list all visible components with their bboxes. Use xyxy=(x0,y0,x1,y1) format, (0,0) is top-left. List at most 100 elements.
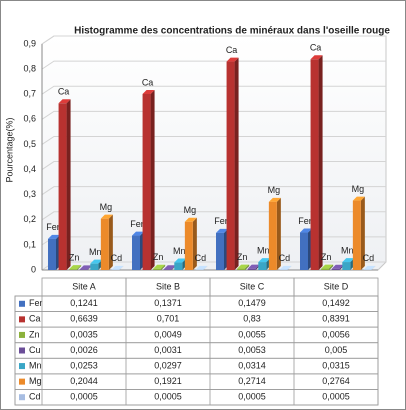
data-label: Mg xyxy=(184,205,197,215)
bar xyxy=(331,268,340,270)
legend-label: Mg xyxy=(29,376,42,386)
legend-key xyxy=(19,363,25,370)
table-value: 0,0315 xyxy=(322,360,350,370)
y-tick-label: 0,8 xyxy=(23,63,36,73)
bar-side xyxy=(66,99,71,271)
data-label: Cd xyxy=(111,253,123,263)
bar-top xyxy=(331,264,344,269)
data-label: Zn xyxy=(237,252,248,262)
y-tick-label: 0,9 xyxy=(23,38,36,48)
bar-top xyxy=(163,265,176,270)
bar-side xyxy=(234,57,239,271)
bar-side xyxy=(245,264,250,270)
table-value: 0,0005 xyxy=(70,392,98,402)
data-label: Zn xyxy=(153,252,164,262)
bar-top xyxy=(174,258,187,263)
grid-line xyxy=(41,110,386,120)
bar xyxy=(90,263,99,270)
bar-side xyxy=(371,265,376,270)
bar-top xyxy=(153,264,166,269)
table-value: 0,0055 xyxy=(238,329,266,339)
bar xyxy=(258,262,267,270)
data-label: Cd xyxy=(195,253,207,263)
x-tick-label: Site A xyxy=(72,281,96,291)
x-tick-label: Site B xyxy=(156,281,180,291)
table-value: 0,0026 xyxy=(70,345,98,355)
table-value: 0,0005 xyxy=(238,392,266,402)
bar xyxy=(321,268,330,270)
bar-side xyxy=(161,264,166,270)
legend-label: Zn xyxy=(29,329,40,339)
bar xyxy=(300,232,308,270)
bar-top xyxy=(237,264,250,269)
bar-top xyxy=(310,55,323,60)
data-label: Mn xyxy=(257,245,270,255)
plot-wall xyxy=(41,35,387,271)
grid-line xyxy=(41,35,386,45)
bar xyxy=(48,238,56,270)
data-label: Ca xyxy=(142,77,154,87)
bar xyxy=(142,93,151,271)
bar xyxy=(268,201,277,270)
bar xyxy=(69,269,78,270)
grid-line xyxy=(41,186,386,196)
data-label: Mn xyxy=(341,245,354,255)
data-label: Fer xyxy=(214,216,228,226)
table-value: 0,0056 xyxy=(322,329,350,339)
bar-top xyxy=(69,265,82,270)
data-label: Ca xyxy=(58,87,70,97)
table-value: 0,0031 xyxy=(154,345,182,355)
bar xyxy=(174,262,183,270)
bar xyxy=(237,268,246,270)
data-label: Cd xyxy=(279,253,291,263)
table-value: 0,005 xyxy=(325,345,348,355)
bar xyxy=(163,269,172,270)
legend-label: Cd xyxy=(29,392,41,402)
legend-key xyxy=(19,347,25,354)
x-tick-label: Site C xyxy=(240,281,265,291)
table-value: 0,0005 xyxy=(322,392,350,402)
bar xyxy=(247,268,256,270)
bar-top xyxy=(111,265,124,270)
data-label: Ca xyxy=(310,43,322,53)
bar-top xyxy=(342,258,355,263)
y-tick-label: 0,4 xyxy=(23,164,36,174)
y-tick-label: 0,2 xyxy=(23,214,36,224)
table-value: 0,701 xyxy=(157,314,180,324)
bar-top xyxy=(132,231,144,236)
y-tick-label: 0,1 xyxy=(23,239,36,249)
legend-key xyxy=(19,331,25,338)
data-label: Mn xyxy=(89,247,102,257)
table-value: 0,1479 xyxy=(238,298,266,308)
bar-side xyxy=(329,264,334,270)
y-tick-label: 0 xyxy=(31,264,36,274)
bar-side xyxy=(287,265,292,270)
bar xyxy=(226,61,235,271)
bar-top xyxy=(100,214,113,219)
grid-line xyxy=(41,85,386,95)
table-value: 0,0314 xyxy=(238,360,266,370)
data-label: Zn xyxy=(69,252,80,262)
legend-key xyxy=(19,378,25,385)
bar-side xyxy=(108,214,113,270)
bar-top xyxy=(216,228,228,233)
bar-top xyxy=(247,264,260,269)
table-value: 0,1921 xyxy=(154,376,182,386)
bar-top xyxy=(300,228,312,233)
bar-top xyxy=(258,258,271,263)
bar-side xyxy=(77,265,82,270)
table-value: 0,83 xyxy=(243,314,261,324)
bar-side xyxy=(276,197,281,270)
data-label: Mg xyxy=(352,184,365,194)
bar xyxy=(184,221,193,270)
bar-side xyxy=(119,265,124,270)
data-label: Mg xyxy=(100,202,113,212)
y-tick-label: 0,5 xyxy=(23,139,36,149)
bar-side xyxy=(150,89,155,271)
bar-top xyxy=(279,265,292,270)
x-tick-label: Site D xyxy=(324,281,349,291)
y-tick-label: 0,6 xyxy=(23,114,36,124)
bar xyxy=(79,269,88,270)
legend-label: Cu xyxy=(29,345,41,355)
